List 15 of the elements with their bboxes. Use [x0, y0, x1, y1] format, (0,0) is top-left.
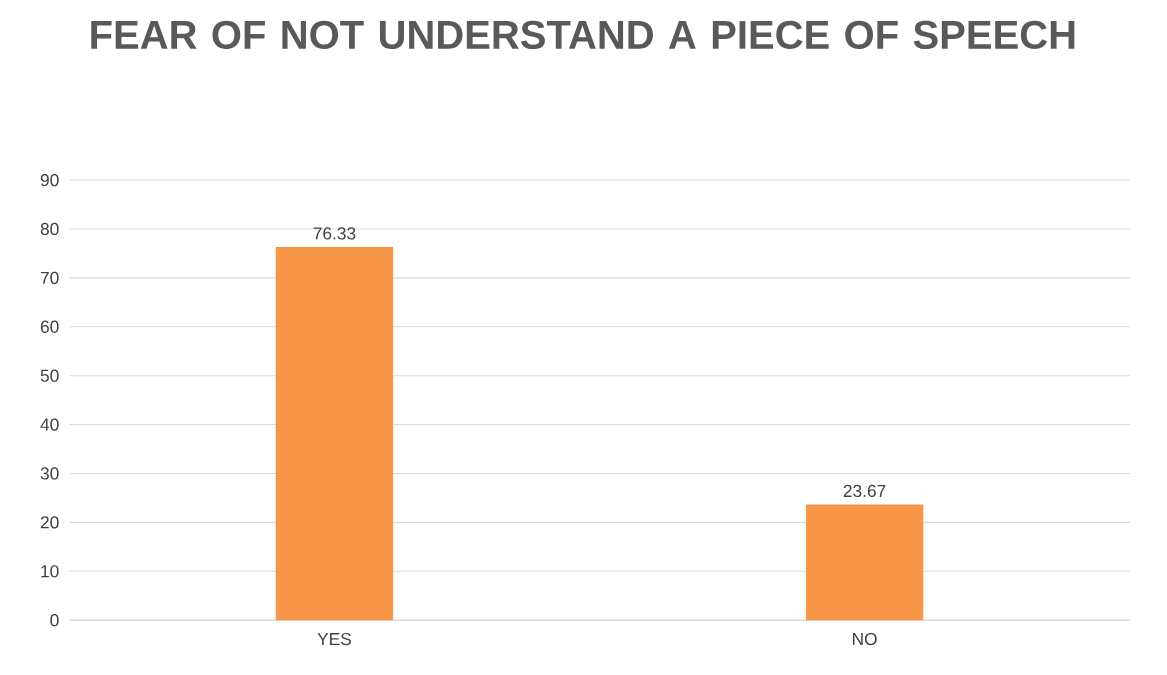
y-tick-label: 80: [40, 222, 59, 236]
y-tick-label: 70: [40, 271, 59, 285]
y-tick-label: 20: [40, 516, 59, 529]
x-tick-label: NO: [853, 632, 877, 646]
y-tick-label: 40: [40, 418, 59, 431]
y-tick-label: 50: [40, 369, 59, 382]
x-tick-label: YES: [317, 632, 351, 646]
chart-title: FEAR OF NOT UNDERSTAND A PIECE OF SPEECH: [91, 20, 1075, 50]
data-label: 76.33: [313, 227, 356, 240]
data-label: 23.67: [843, 484, 886, 498]
y-tick-label: 0: [50, 614, 59, 627]
y-tick-label: 60: [40, 320, 59, 333]
y-tick-label: 90: [40, 173, 59, 187]
y-tick-label: 30: [40, 467, 59, 480]
y-tick-label: 10: [41, 565, 59, 578]
